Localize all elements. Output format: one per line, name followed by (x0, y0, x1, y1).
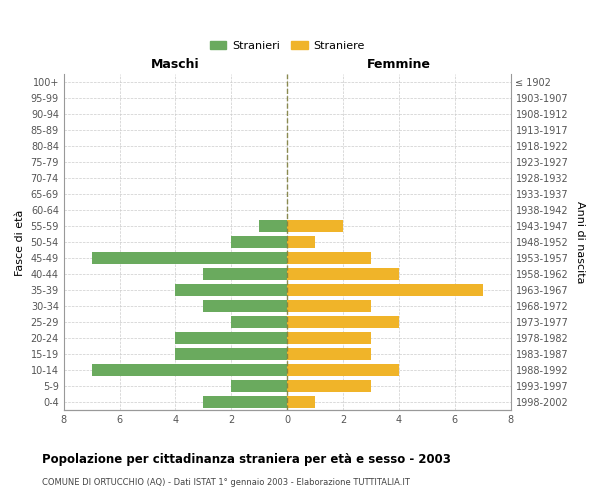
Legend: Stranieri, Straniere: Stranieri, Straniere (205, 36, 369, 56)
Bar (175, 348, 287, 360)
Bar (92, 364, 287, 376)
Bar (232, 236, 287, 248)
Y-axis label: Anni di nascita: Anni di nascita (575, 201, 585, 283)
Bar (287, 316, 399, 328)
Text: COMUNE DI ORTUCCHIO (AQ) - Dati ISTAT 1° gennaio 2003 - Elaborazione TUTTITALIA.: COMUNE DI ORTUCCHIO (AQ) - Dati ISTAT 1°… (42, 478, 410, 487)
Text: Femmine: Femmine (367, 58, 431, 71)
Bar (287, 364, 399, 376)
Bar (287, 380, 371, 392)
Bar (175, 284, 287, 296)
Y-axis label: Fasce di età: Fasce di età (15, 209, 25, 276)
Bar (287, 332, 371, 344)
Bar (232, 316, 287, 328)
Bar (232, 380, 287, 392)
Bar (287, 396, 315, 408)
Bar (287, 348, 371, 360)
Bar (175, 332, 287, 344)
Text: Maschi: Maschi (151, 58, 200, 71)
Bar (287, 284, 482, 296)
Bar (287, 220, 343, 232)
Text: Popolazione per cittadinanza straniera per età e sesso - 2003: Popolazione per cittadinanza straniera p… (42, 452, 451, 466)
Bar (287, 268, 399, 280)
Bar (203, 396, 287, 408)
Bar (287, 252, 371, 264)
Bar (287, 236, 315, 248)
Bar (287, 300, 371, 312)
Bar (203, 268, 287, 280)
Bar (92, 252, 287, 264)
Bar (203, 300, 287, 312)
Bar (259, 220, 287, 232)
